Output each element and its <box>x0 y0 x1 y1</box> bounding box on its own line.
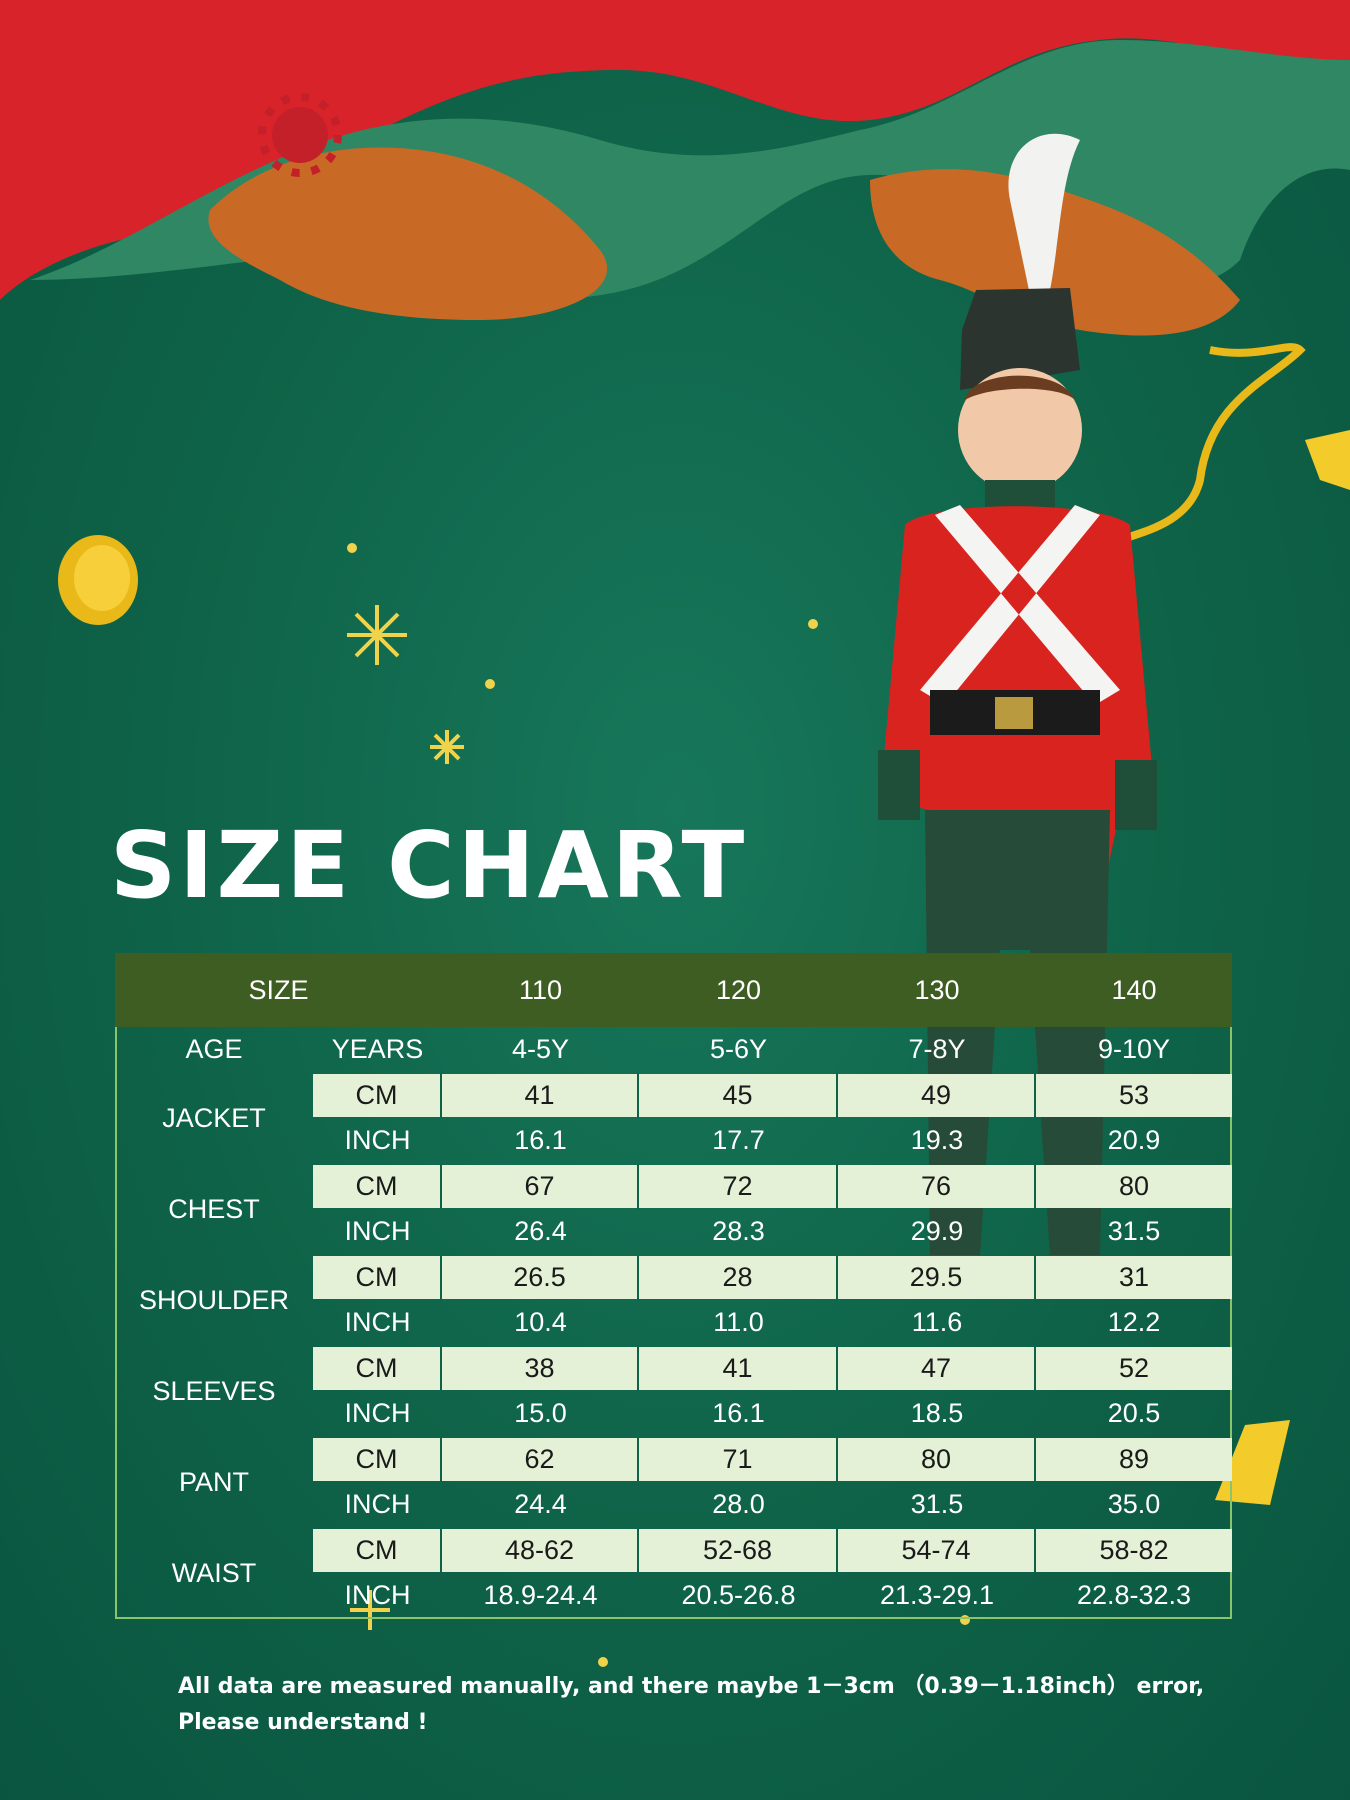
value-cell: 4-5Y <box>511 1034 570 1065</box>
unit-cell: CM <box>313 1436 442 1482</box>
value-cell: 38 <box>442 1345 639 1391</box>
value-cell: 31 <box>1118 1261 1150 1292</box>
row-bg <box>313 1528 1232 1572</box>
value-cell: 18.9-24.4 <box>483 1580 598 1611</box>
value-cell: 29.5 <box>838 1254 1036 1300</box>
row-bg <box>313 1346 1232 1390</box>
value-cell: 72 <box>639 1163 838 1209</box>
value-cell: 47 <box>838 1345 1036 1391</box>
unit-cell: CM <box>313 1254 442 1300</box>
unit-cell: INCH <box>344 1580 411 1611</box>
unit-cell: CM <box>313 1527 442 1573</box>
title: SIZE CHART <box>110 812 748 919</box>
value-cell: 21.3-29.1 <box>879 1580 995 1611</box>
value-cell: 15.0 <box>514 1398 567 1429</box>
header-bg <box>115 953 1232 1027</box>
header-cell: 140 <box>1111 974 1157 1005</box>
value-cell: 11.6 <box>911 1307 963 1338</box>
row-label: AGE <box>185 1034 243 1065</box>
value-cell: 52-68 <box>639 1527 838 1573</box>
unit-cell: YEARS <box>331 1034 424 1065</box>
unit-cell: CM <box>313 1163 442 1209</box>
value-cell: 49 <box>838 1072 1036 1118</box>
row-bg <box>313 1164 1232 1208</box>
row-bg <box>313 1437 1232 1481</box>
value-cell: 12.2 <box>1107 1307 1161 1338</box>
note-line: All data are measured manually, and ther… <box>178 1674 1205 1699</box>
value-cell: 17.7 <box>712 1125 765 1156</box>
value-cell: 48-62 <box>442 1527 639 1573</box>
value-cell: 28.0 <box>712 1489 765 1520</box>
unit-cell: INCH <box>344 1307 411 1338</box>
value-cell: 20.5 <box>1107 1398 1161 1429</box>
value-cell: 28 <box>639 1254 838 1300</box>
value-cell: 26.5 <box>442 1254 639 1300</box>
row-label: SLEEVES <box>152 1375 276 1406</box>
value-cell: 5-6Y <box>709 1034 768 1065</box>
value-cell: 53 <box>1118 1079 1150 1110</box>
unit-cell: INCH <box>344 1398 411 1429</box>
row-bg <box>313 1255 1232 1299</box>
header-cell: 120 <box>715 974 762 1005</box>
value-cell: 28.3 <box>712 1216 765 1247</box>
value-cell: 80 <box>838 1436 1036 1482</box>
value-cell: 31.5 <box>910 1489 964 1520</box>
value-cell: 10.4 <box>514 1307 567 1338</box>
value-cell: 16.1 <box>514 1125 567 1156</box>
row-label: PANT <box>178 1466 249 1497</box>
unit-cell: INCH <box>344 1489 411 1520</box>
value-cell: 29.9 <box>910 1216 964 1247</box>
value-cell: 71 <box>639 1436 838 1482</box>
row-bg <box>313 1073 1232 1117</box>
row-label: JACKET <box>162 1102 266 1133</box>
row-label: WAIST <box>171 1557 257 1588</box>
value-cell: 62 <box>442 1436 639 1482</box>
value-cell: 35.0 <box>1107 1489 1161 1520</box>
value-cell: 26.4 <box>514 1216 567 1247</box>
value-cell: 80 <box>1118 1170 1150 1201</box>
value-cell: 41 <box>442 1072 639 1118</box>
value-cell: 41 <box>639 1345 838 1391</box>
value-cell: 76 <box>838 1163 1036 1209</box>
row-label: CHEST <box>168 1193 260 1224</box>
value-cell: 19.3 <box>910 1125 964 1156</box>
value-cell: 54-74 <box>838 1527 1036 1573</box>
note-line: Please understand ! <box>178 1710 428 1735</box>
unit-cell: CM <box>313 1345 442 1391</box>
value-cell: 20.9 <box>1107 1125 1161 1156</box>
value-cell: 7-8Y <box>908 1034 966 1065</box>
value-cell: 52 <box>1118 1352 1150 1383</box>
value-cell: 89 <box>1118 1443 1150 1474</box>
value-cell: 31.5 <box>1107 1216 1161 1247</box>
value-cell: 22.8-32.3 <box>1076 1580 1192 1611</box>
unit-cell: INCH <box>344 1216 411 1247</box>
value-cell: 20.5-26.8 <box>681 1580 796 1611</box>
unit-cell: INCH <box>344 1125 411 1156</box>
value-cell: 45 <box>639 1072 838 1118</box>
row-label: SHOULDER <box>138 1284 290 1315</box>
value-cell: 16.1 <box>712 1398 765 1429</box>
header-cell: 110 <box>518 974 563 1005</box>
value-cell: 18.5 <box>910 1398 964 1429</box>
header-cell: SIZE <box>248 974 309 1005</box>
value-cell: 58-82 <box>1099 1534 1169 1565</box>
unit-cell: CM <box>313 1072 442 1118</box>
value-cell: 24.4 <box>514 1489 567 1520</box>
value-cell: 67 <box>442 1163 639 1209</box>
header-cell: 130 <box>914 974 960 1005</box>
value-cell: 11.0 <box>713 1307 764 1338</box>
value-cell: 9-10Y <box>1097 1034 1171 1065</box>
